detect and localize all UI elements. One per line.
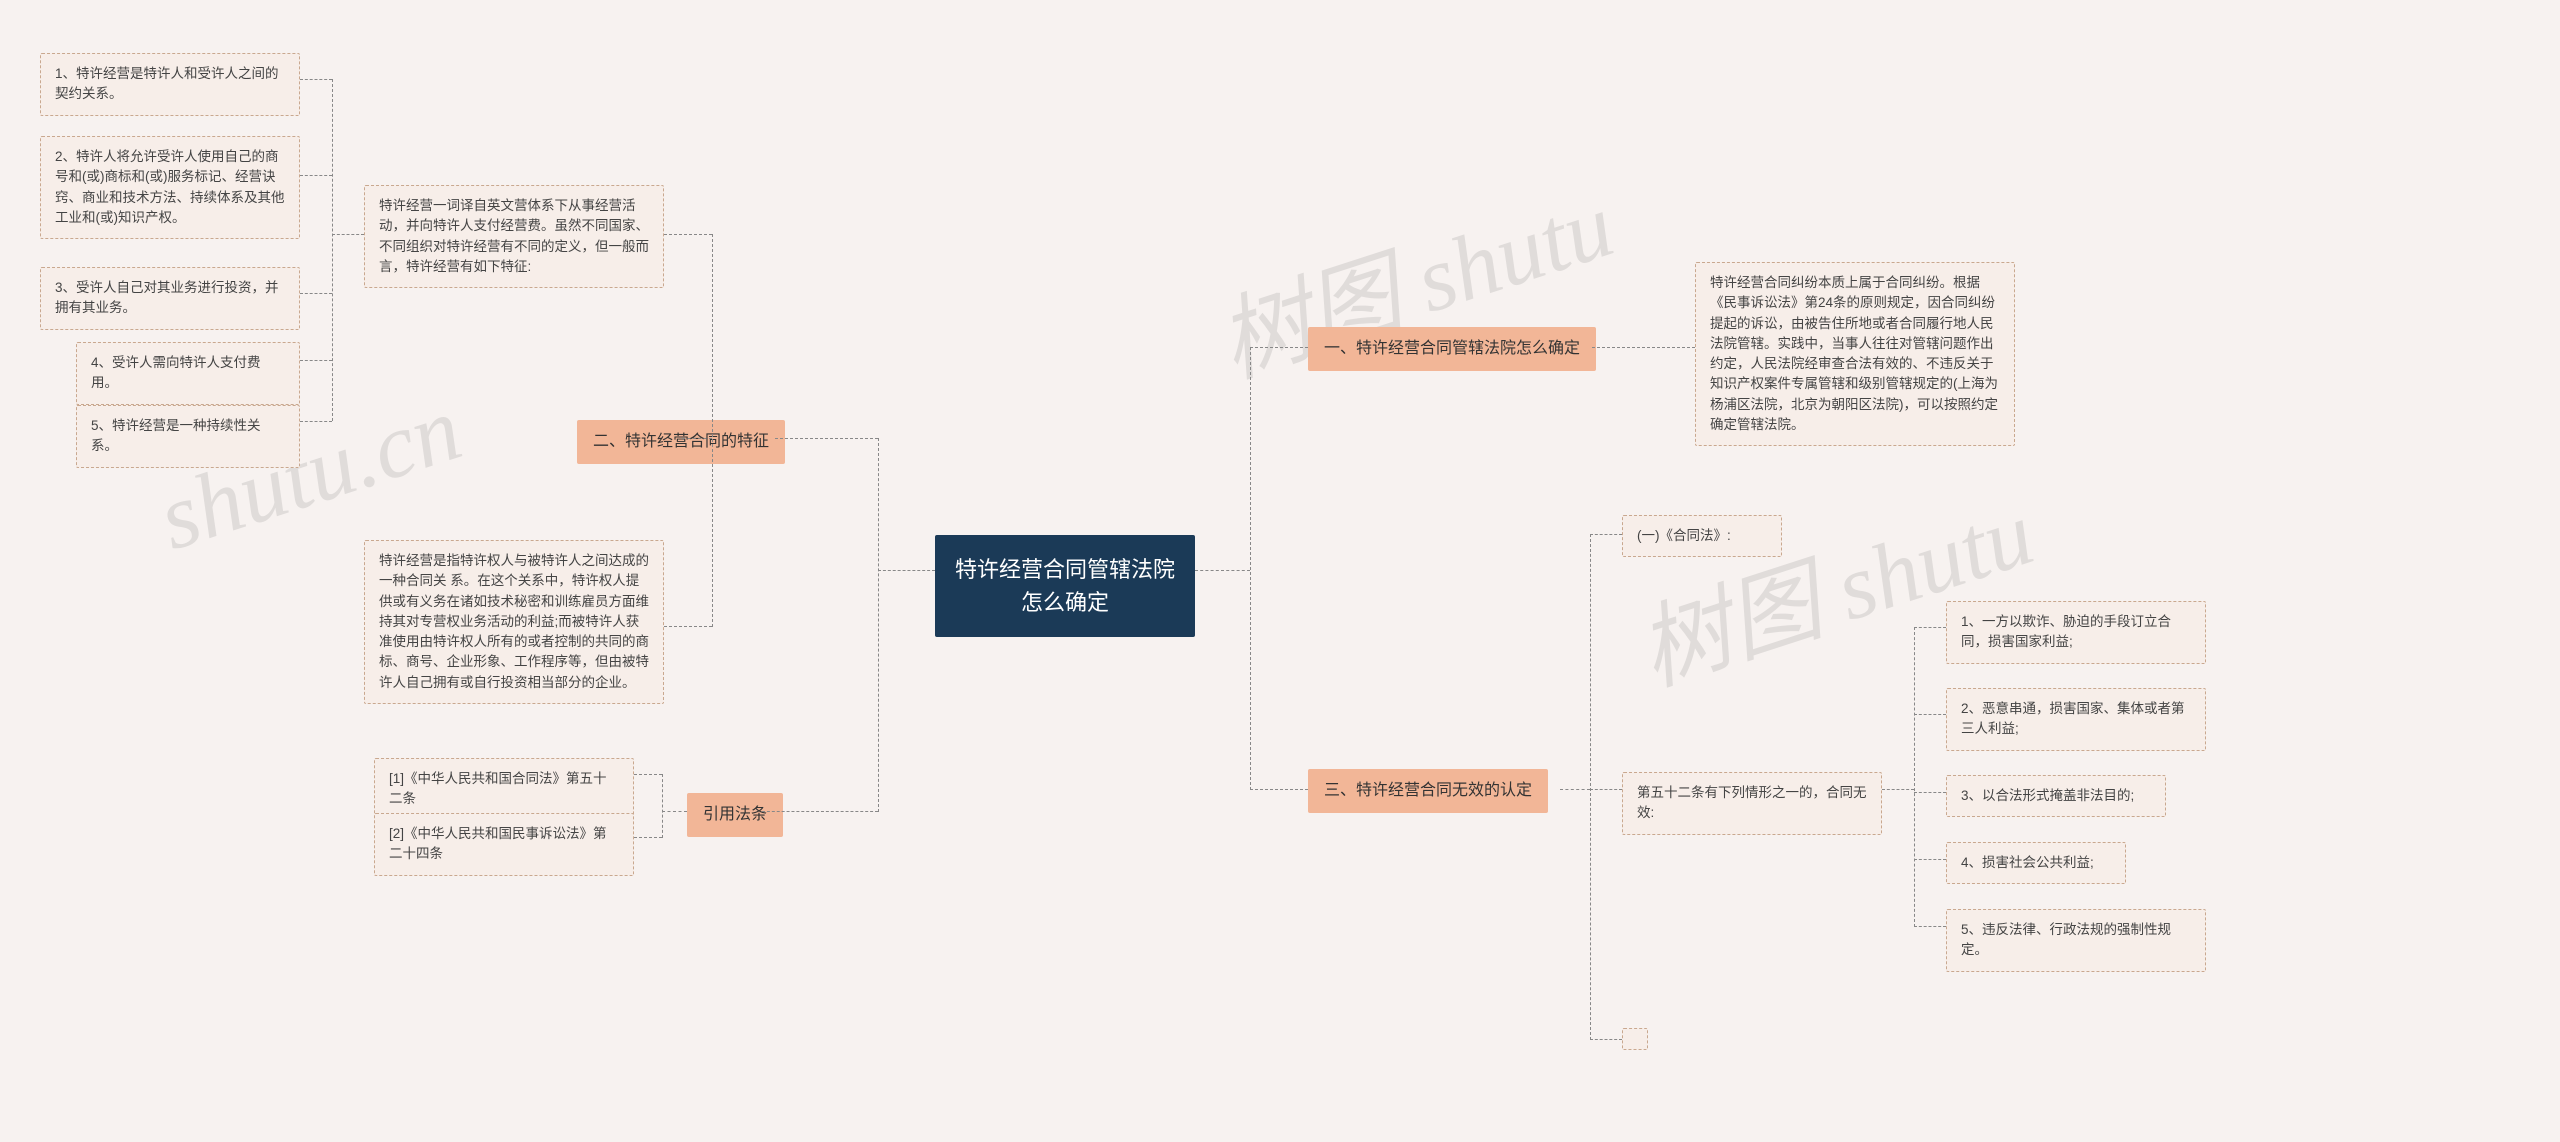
branch-2-item-3: 3、受许人自己对其业务进行投资，并拥有其业务。	[40, 267, 300, 330]
branch-2-item-1: 1、特许经营是特许人和受许人之间的契约关系。	[40, 53, 300, 116]
branch-3-item-1: 1、一方以欺诈、胁迫的手段订立合同，损害国家利益;	[1946, 601, 2206, 664]
branch-3-item-3: 3、以合法形式掩盖非法目的;	[1946, 775, 2166, 817]
branch-2-item-4: 4、受许人需向特许人支付费用。	[76, 342, 300, 405]
ref-item-2: [2]《中华人民共和国民事诉讼法》第二十四条	[374, 813, 634, 876]
branch-2: 二、特许经营合同的特征	[577, 420, 785, 464]
branch-3-sub2: 第五十二条有下列情形之一的，合同无效:	[1622, 772, 1882, 835]
branch-3-item-4: 4、损害社会公共利益;	[1946, 842, 2126, 884]
branch-3-item-2: 2、恶意串通，损害国家、集体或者第三人利益;	[1946, 688, 2206, 751]
branch-2-sub1: 特许经营一词译自英文营体系下从事经营活动，并向特许人支付经营费。虽然不同国家、不…	[364, 185, 664, 288]
branch-3-item-5: 5、违反法律、行政法规的强制性规定。	[1946, 909, 2206, 972]
branch-2-item-5: 5、特许经营是一种持续性关系。	[76, 405, 300, 468]
branch-3: 三、特许经营合同无效的认定	[1308, 769, 1548, 813]
branch-3-sub1: (一)《合同法》:	[1622, 515, 1782, 557]
ref-item-1: [1]《中华人民共和国合同法》第五十二条	[374, 758, 634, 821]
branch-3-empty	[1622, 1028, 1648, 1050]
branch-1-leaf: 特许经营合同纠纷本质上属于合同纠纷。根据《民事诉讼法》第24条的原则规定，因合同…	[1695, 262, 2015, 446]
branch-1: 一、特许经营合同管辖法院怎么确定	[1308, 327, 1596, 371]
branch-ref: 引用法条	[687, 793, 783, 837]
branch-2-item-2: 2、特许人将允许受许人使用自己的商号和(或)商标和(或)服务标记、经营诀窍、商业…	[40, 136, 300, 239]
center-title: 特许经营合同管辖法院怎么确定	[935, 535, 1195, 637]
watermark-3: 树图 shutu	[1619, 458, 2047, 710]
branch-2-sub2: 特许经营是指特许权人与被特许人之间达成的一种合同关 系。在这个关系中，特许权人提…	[364, 540, 664, 704]
